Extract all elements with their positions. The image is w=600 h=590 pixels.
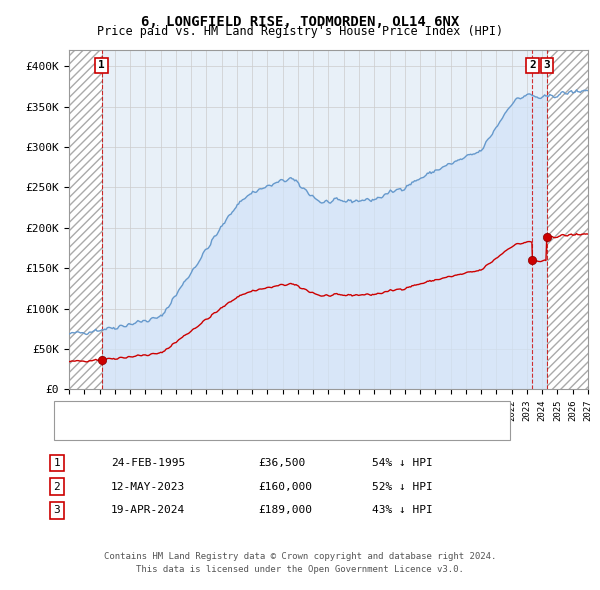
Text: 6, LONGFIELD RISE, TODMORDEN, OL14 6NX: 6, LONGFIELD RISE, TODMORDEN, OL14 6NX [141, 15, 459, 29]
Text: This data is licensed under the Open Government Licence v3.0.: This data is licensed under the Open Gov… [136, 565, 464, 573]
Bar [69, 50, 101, 389]
Text: 54% ↓ HPI: 54% ↓ HPI [372, 458, 433, 468]
Text: £160,000: £160,000 [258, 482, 312, 491]
Text: 1: 1 [53, 458, 61, 468]
Text: £189,000: £189,000 [258, 506, 312, 515]
Text: 3: 3 [53, 506, 61, 515]
Text: 1: 1 [98, 60, 105, 70]
Text: Contains HM Land Registry data © Crown copyright and database right 2024.: Contains HM Land Registry data © Crown c… [104, 552, 496, 560]
Text: ——: —— [61, 424, 78, 438]
Text: 43% ↓ HPI: 43% ↓ HPI [372, 506, 433, 515]
Text: 52% ↓ HPI: 52% ↓ HPI [372, 482, 433, 491]
Text: £36,500: £36,500 [258, 458, 305, 468]
Text: HPI: Average price, detached house, Calderdale: HPI: Average price, detached house, Cald… [93, 426, 380, 436]
Text: 2: 2 [529, 60, 536, 70]
Bar [547, 50, 588, 389]
Text: 19-APR-2024: 19-APR-2024 [111, 506, 185, 515]
Text: 12-MAY-2023: 12-MAY-2023 [111, 482, 185, 491]
Text: Price paid vs. HM Land Registry's House Price Index (HPI): Price paid vs. HM Land Registry's House … [97, 25, 503, 38]
Text: 3: 3 [544, 60, 550, 70]
Text: 6, LONGFIELD RISE, TODMORDEN, OL14 6NX (detached house): 6, LONGFIELD RISE, TODMORDEN, OL14 6NX (… [93, 406, 437, 416]
Text: 2: 2 [53, 482, 61, 491]
Text: ——: —— [61, 404, 78, 418]
Text: 24-FEB-1995: 24-FEB-1995 [111, 458, 185, 468]
